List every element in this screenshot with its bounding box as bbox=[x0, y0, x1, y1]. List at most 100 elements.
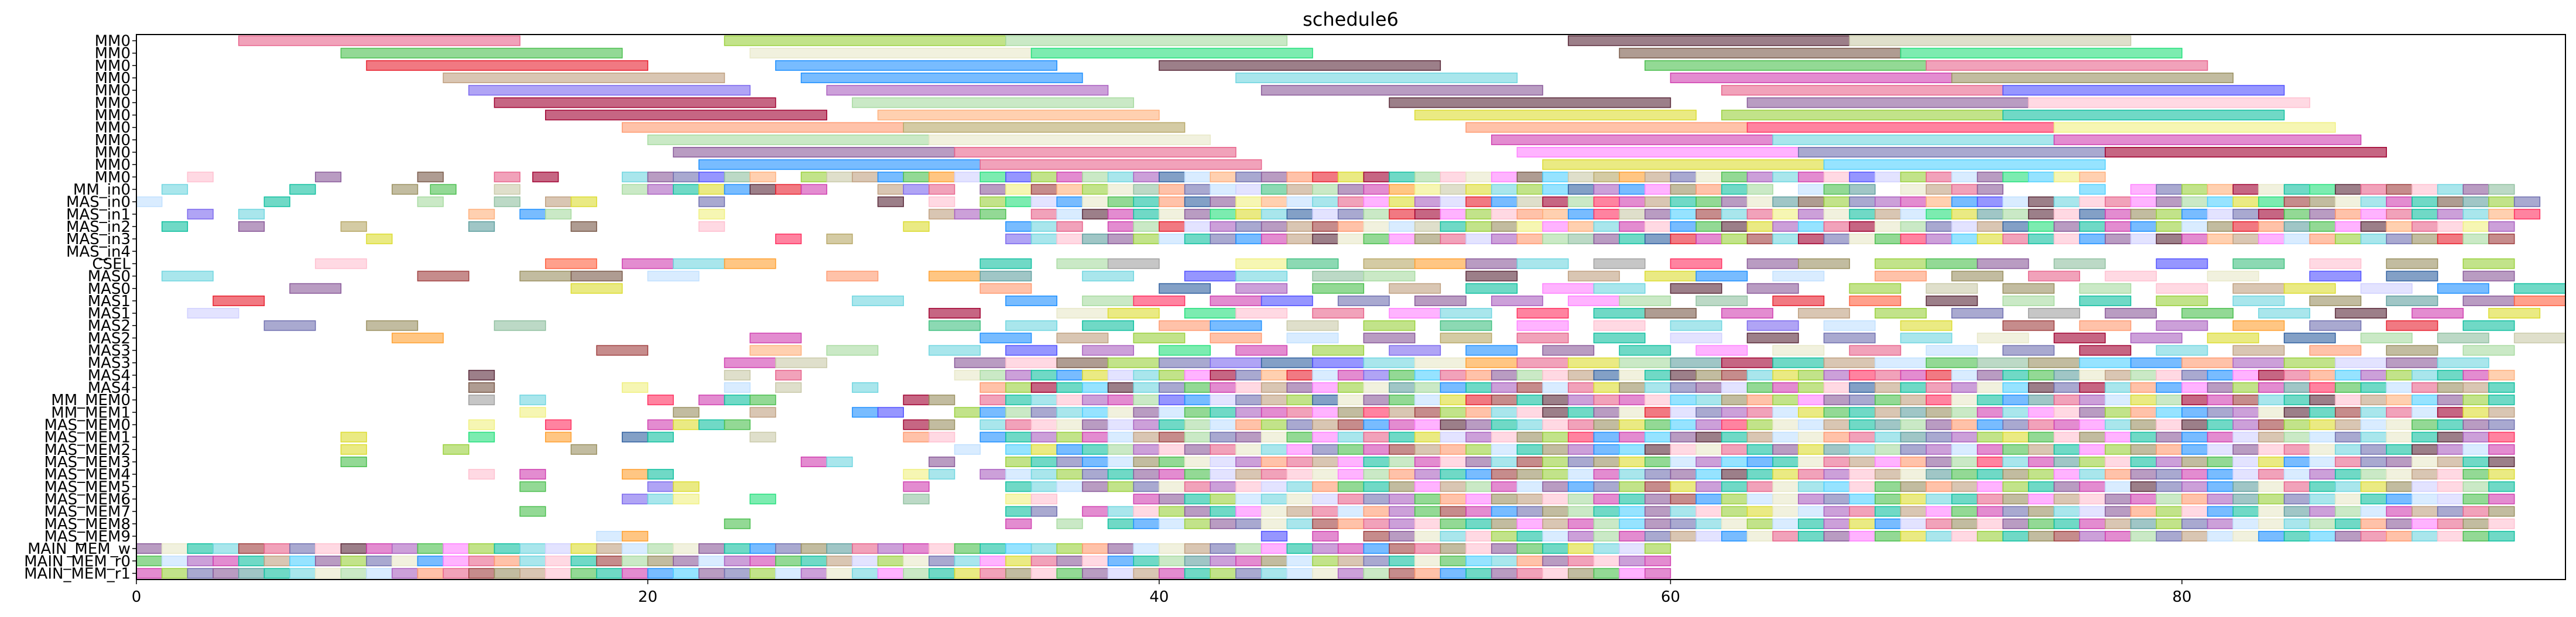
gantt-bar bbox=[1082, 184, 1109, 195]
gantt-bar bbox=[1976, 369, 2003, 381]
gantt-bar bbox=[1005, 345, 1058, 356]
gantt-bar bbox=[1440, 419, 1467, 430]
gantt-bar bbox=[1567, 431, 1595, 443]
gantt-bar bbox=[800, 556, 827, 567]
gantt-bar bbox=[1619, 395, 1646, 406]
gantt-bar bbox=[2437, 234, 2464, 245]
gantt-bar bbox=[749, 172, 776, 183]
gantt-bar bbox=[1772, 493, 1799, 505]
gantt-bar bbox=[2462, 444, 2489, 455]
gantt-bar bbox=[1337, 196, 1365, 207]
gantt-bar bbox=[724, 382, 751, 393]
gantt-bar bbox=[1005, 234, 1032, 245]
gantt-bar bbox=[1644, 308, 1697, 319]
gantt-bar bbox=[2181, 444, 2208, 455]
gantt-bar bbox=[1260, 469, 1288, 480]
gantt-bar bbox=[2462, 320, 2515, 331]
gantt-bar bbox=[2002, 481, 2029, 492]
gantt-bar bbox=[698, 221, 725, 232]
gantt-bar bbox=[1619, 469, 1646, 480]
gantt-bar bbox=[519, 208, 546, 220]
gantt-bar bbox=[775, 60, 1058, 71]
gantt-bar bbox=[136, 556, 163, 567]
gantt-bar bbox=[2105, 506, 2132, 517]
gantt-bar bbox=[954, 543, 981, 554]
gantt-bar bbox=[1516, 431, 1543, 443]
gantt-bar bbox=[1823, 333, 1876, 344]
gantt-bar bbox=[1567, 506, 1595, 517]
gantt-bar bbox=[1107, 357, 1160, 368]
gantt-bar bbox=[2181, 208, 2208, 220]
gantt-bar bbox=[1235, 345, 1288, 356]
gantt-bar bbox=[2462, 369, 2489, 381]
gantt-bar bbox=[1644, 184, 1671, 195]
gantt-bar bbox=[1516, 469, 1543, 480]
gantt-bar bbox=[1772, 134, 2055, 145]
gantt-bar bbox=[1414, 109, 1697, 121]
gantt-bar bbox=[1849, 530, 1876, 541]
gantt-bar bbox=[1976, 196, 2003, 207]
gantt-bar bbox=[1210, 481, 1236, 492]
gantt-bar bbox=[1133, 395, 1160, 406]
gantt-bar bbox=[1005, 444, 1032, 455]
gantt-bar bbox=[2488, 469, 2515, 480]
gantt-bar bbox=[1159, 543, 1186, 554]
gantt-bar bbox=[1849, 419, 1876, 430]
gantt-bar bbox=[2207, 221, 2234, 232]
gantt-bar bbox=[1440, 333, 1492, 344]
gantt-bar bbox=[1670, 208, 1697, 220]
gantt-bar bbox=[622, 184, 649, 195]
gantt-bar bbox=[698, 543, 725, 554]
gantt-bar bbox=[2156, 419, 2183, 430]
gantt-bar bbox=[2002, 208, 2029, 220]
gantt-bar bbox=[2360, 518, 2387, 529]
gantt-bar bbox=[2002, 456, 2029, 467]
gantt-bar bbox=[2258, 456, 2285, 467]
gantt-bar bbox=[1593, 320, 1646, 331]
gantt-bar bbox=[2232, 419, 2259, 430]
gantt-bar bbox=[1849, 506, 1876, 517]
gantt-bar bbox=[2002, 506, 2029, 517]
gantt-bar bbox=[1159, 320, 1211, 331]
gantt-bar bbox=[1619, 518, 1646, 529]
gantt-bar bbox=[1542, 419, 1569, 430]
gantt-bar bbox=[2462, 270, 2515, 282]
gantt-bar bbox=[698, 159, 981, 170]
gantt-bar bbox=[1567, 469, 1595, 480]
gantt-bar bbox=[2156, 320, 2208, 331]
gantt-bar bbox=[1005, 543, 1032, 554]
gantt-bar bbox=[2207, 395, 2234, 406]
gantt-bar bbox=[1823, 159, 2106, 170]
gantt-bar bbox=[2130, 481, 2157, 492]
gantt-bar bbox=[1389, 543, 1416, 554]
gantt-bar bbox=[1567, 357, 1620, 368]
gantt-bar bbox=[2335, 395, 2362, 406]
gantt-bar bbox=[1976, 518, 2003, 529]
gantt-bar bbox=[1823, 431, 1850, 443]
gantt-bar bbox=[1695, 196, 1722, 207]
gantt-bar bbox=[1005, 320, 1058, 331]
gantt-bar bbox=[1516, 530, 1543, 541]
gantt-bar bbox=[1542, 456, 1569, 467]
gantt-bar bbox=[2028, 357, 2080, 368]
gantt-bar bbox=[2207, 369, 2234, 381]
gantt-bar bbox=[903, 122, 1186, 133]
gantt-bar bbox=[1286, 518, 1313, 529]
gantt-bar bbox=[1849, 283, 1902, 294]
gantt-bar bbox=[1746, 456, 1773, 467]
gantt-bar bbox=[1414, 184, 1441, 195]
gantt-bar bbox=[1567, 456, 1595, 467]
gantt-bar bbox=[2462, 395, 2489, 406]
gantt-bar bbox=[1389, 407, 1416, 418]
gantt-bar bbox=[1695, 184, 1722, 195]
gantt-bar bbox=[2130, 469, 2157, 480]
gantt-bar bbox=[1951, 481, 1978, 492]
gantt-bar bbox=[2258, 469, 2285, 480]
gantt-bar bbox=[187, 568, 214, 579]
gantt-bar bbox=[1465, 407, 1492, 418]
gantt-bar bbox=[800, 172, 827, 183]
x-tick-label: 80 bbox=[2172, 588, 2191, 606]
gantt-bar bbox=[1670, 431, 1697, 443]
gantt-bar bbox=[1005, 456, 1032, 467]
gantt-bar bbox=[749, 345, 802, 356]
